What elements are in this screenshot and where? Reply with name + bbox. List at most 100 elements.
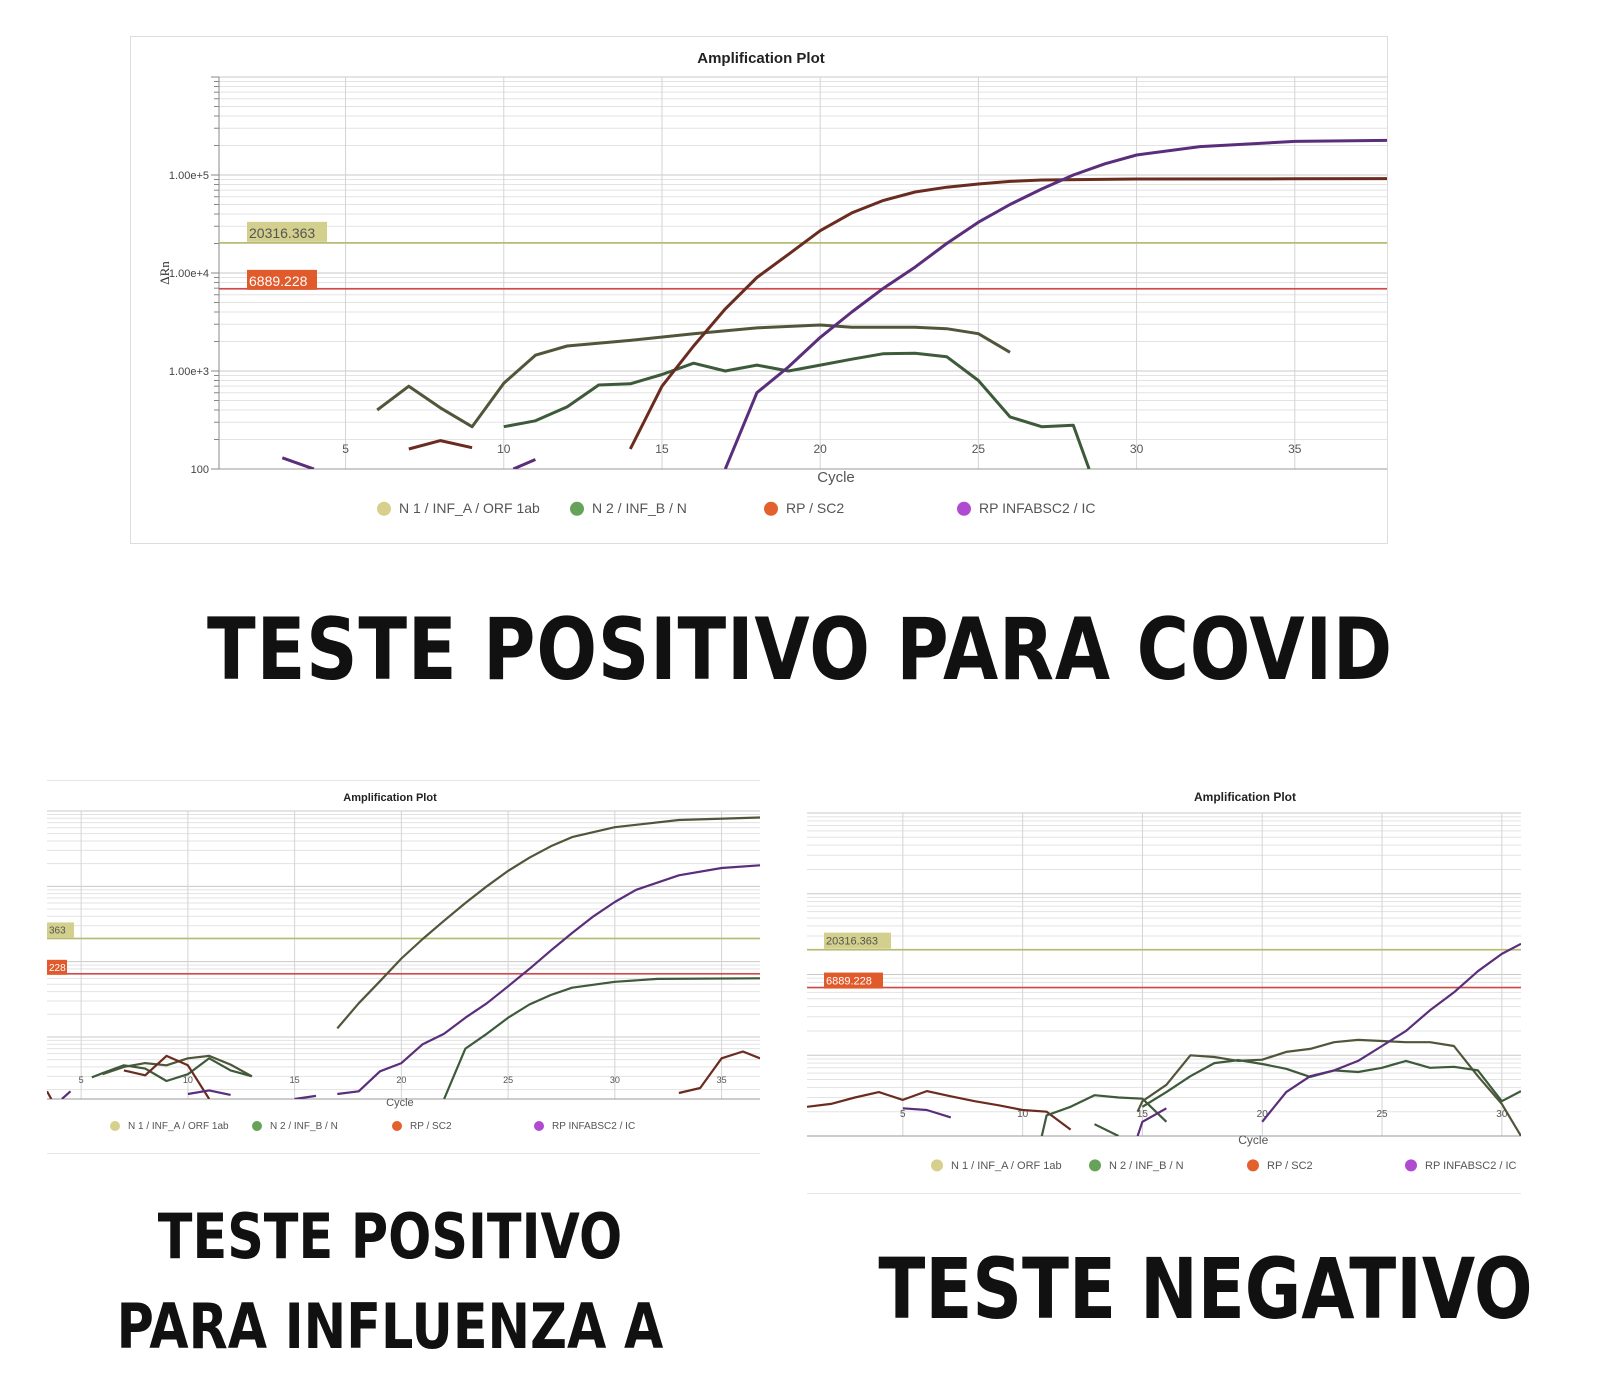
legend-label: RP INFABSC2 / IC (979, 500, 1095, 516)
y-tick-label: 1.00e+3 (169, 366, 209, 378)
threshold-label: 20316.363 (249, 225, 315, 241)
amplification-curve (443, 977, 760, 1099)
chart-title: Amplification Plot (1194, 790, 1296, 804)
amplification-curve (1141, 1059, 1521, 1108)
legend-label: RP INFABSC2 / IC (552, 1121, 635, 1132)
y-tick-label: 1.00e+4 (169, 268, 209, 280)
covid-chart-panel: Amplification Plot 100 1.00e+3 1.00e+4 1.00e… (130, 36, 1388, 544)
amplification-curve (807, 1090, 1072, 1131)
x-tick-label: 15 (290, 1075, 300, 1085)
legend-label: RP INFABSC2 / IC (1425, 1160, 1517, 1172)
amplification-curve (1261, 942, 1521, 1123)
x-tick-label: 5 (79, 1075, 84, 1085)
x-axis-label: Cycle (386, 1097, 414, 1109)
legend-label: N 2 / INF_B / N (270, 1121, 338, 1132)
x-tick-label: 15 (1137, 1109, 1149, 1120)
legend-label: N 1 / INF_A / ORF 1ab (128, 1121, 229, 1132)
amplification-curve (376, 323, 1011, 429)
amplification-curve (1094, 1123, 1119, 1136)
amplification-curve (723, 138, 1387, 469)
legend-swatch (110, 1121, 120, 1131)
amplification-curve (187, 1089, 231, 1096)
legend-label: RP / SC2 (786, 500, 844, 516)
legend-swatch (957, 501, 971, 516)
amplification-curve (678, 1050, 760, 1095)
amplification-curve (1040, 1094, 1168, 1136)
amplification-curve (47, 1090, 53, 1099)
legend-swatch (392, 1121, 402, 1131)
legend-label: N 1 / INF_A / ORF 1ab (951, 1160, 1062, 1172)
x-axis-label: Cycle (1238, 1133, 1268, 1147)
legend-label: N 1 / INF_A / ORF 1ab (399, 500, 540, 516)
x-tick-label: 10 (497, 442, 511, 456)
amplification-curve (281, 456, 315, 469)
x-axis-label: Cycle (817, 469, 855, 486)
threshold-label: 6889.228 (826, 976, 872, 988)
x-tick-label: 5 (900, 1109, 906, 1120)
legend-label: RP / SC2 (410, 1121, 452, 1132)
influenza-amplification-plot: Amplification Plot 5 10 15 20 25 30 35 Cycle 363 2… (47, 792, 760, 1132)
influenza-result-caption-line1: TESTE POSITIVO (157, 1200, 623, 1273)
y-tick-label: 1.00e+5 (169, 170, 209, 182)
threshold-label: 6889.228 (249, 273, 308, 289)
amplification-curve (91, 1057, 253, 1083)
threshold-label: 363 (49, 925, 66, 936)
x-tick-label: 30 (610, 1075, 620, 1085)
x-tick-label: 20 (813, 442, 827, 456)
x-tick-label: 10 (1017, 1109, 1029, 1120)
amplification-curve (512, 458, 536, 469)
legend-label: N 2 / INF_B / N (1109, 1160, 1184, 1172)
threshold-label: 20316.363 (826, 936, 878, 948)
legend-swatch (377, 501, 391, 516)
x-tick-label: 30 (1496, 1109, 1508, 1120)
series-group (281, 138, 1387, 469)
amplification-curve (61, 1090, 72, 1099)
threshold-label: 228 (49, 963, 66, 974)
x-tick-label: 10 (183, 1075, 193, 1085)
x-tick-label: 20 (1257, 1109, 1269, 1120)
amplification-curve (408, 439, 473, 451)
threshold-label-bg (824, 932, 891, 949)
chart-title: Amplification Plot (343, 792, 437, 804)
negative-result-caption: TESTE NEGATIVO (878, 1240, 1533, 1338)
amplification-curve (628, 177, 1387, 450)
legend-swatch (764, 501, 778, 516)
influenza-chart-panel: Amplification Plot 5 10 15 20 25 30 35 Cycle 363 2… (47, 780, 760, 1154)
covid-result-caption: TESTE POSITIVO PARA COVID (207, 600, 1393, 700)
series-group (807, 942, 1521, 1136)
threshold-label-bg (824, 972, 883, 989)
amplification-curve (337, 864, 760, 1096)
x-tick-label: 35 (717, 1075, 727, 1085)
chart-title: Amplification Plot (697, 50, 825, 67)
x-tick-label: 25 (972, 442, 986, 456)
x-tick-label: 15 (655, 442, 669, 456)
legend-swatch (931, 1159, 943, 1172)
threshold-label-bg (247, 269, 317, 290)
amplification-curve (1136, 1038, 1521, 1136)
legend-label: N 2 / INF_B / N (592, 500, 687, 516)
threshold-label-bg (47, 922, 74, 938)
amplification-curve (1136, 1107, 1167, 1136)
threshold-label-bg (47, 959, 67, 975)
x-tick-label: 25 (503, 1075, 513, 1085)
legend-swatch (1247, 1159, 1259, 1172)
legend-swatch (570, 501, 584, 516)
legend-swatch (1089, 1159, 1101, 1172)
x-tick-label: 5 (342, 442, 349, 456)
covid-amplification-plot: Amplification Plot 100 1.00e+3 1.00e+4 1.00e… (157, 50, 1387, 516)
legend-swatch (1405, 1159, 1417, 1172)
x-tick-label: 20 (396, 1075, 406, 1085)
y-tick-label: 100 (191, 464, 209, 476)
amplification-curve (902, 1107, 952, 1119)
negative-amplification-plot: Amplification Plot 5 10 15 20 25 30 Cycle 20316.… (807, 790, 1521, 1172)
x-tick-label: 35 (1288, 442, 1302, 456)
negative-chart-panel: Amplification Plot 5 10 15 20 25 30 Cycle 20316.… (807, 780, 1521, 1194)
x-tick-label: 30 (1130, 442, 1144, 456)
amplification-curve (294, 1094, 317, 1099)
threshold-label-bg (247, 221, 327, 242)
influenza-result-caption-line2: PARA INFLUENZA A (116, 1290, 664, 1363)
series-group (47, 816, 760, 1099)
x-tick-label: 25 (1376, 1109, 1388, 1120)
legend-label: RP / SC2 (1267, 1160, 1313, 1172)
amplification-curve (123, 1054, 211, 1099)
